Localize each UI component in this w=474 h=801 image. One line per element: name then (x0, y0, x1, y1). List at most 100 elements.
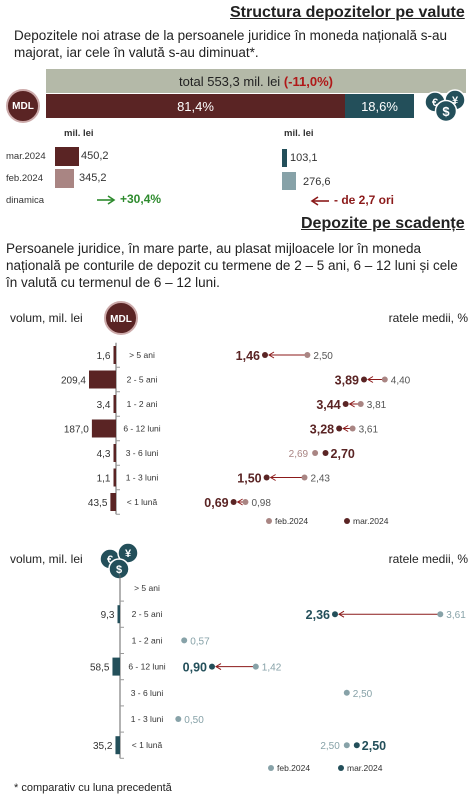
volume-label-value: 4,3 (97, 449, 111, 460)
rate-change-arrow (342, 425, 349, 432)
rate-feb-point (175, 716, 182, 722)
category-label: 2 - 5 ani (127, 375, 158, 385)
volume-label-value: 209,4 (61, 376, 86, 387)
rate-feb-point (252, 663, 259, 670)
rate-change-arrow (215, 663, 222, 671)
mdl-share-label: 81,4% (177, 98, 214, 114)
rate-feb-point (181, 637, 188, 644)
rate-mar-point (263, 474, 270, 481)
category-label: > 5 ani (134, 583, 160, 593)
mdl-bar-feb (55, 169, 74, 188)
rate-feb-label: 0,57 (190, 636, 210, 647)
category-label: 2 - 5 ani (132, 609, 163, 619)
maturity-title: Depozite pe scadențe (301, 215, 465, 232)
volume-bar (113, 346, 116, 364)
category-label: 6 - 12 luni (123, 424, 160, 434)
rate-feb-point (304, 352, 311, 358)
rate-mar-label: 0,69 (204, 496, 228, 510)
mdl-badge-text: MDL (110, 314, 132, 325)
svg-text:¥: ¥ (452, 95, 459, 107)
rate-mar-point (361, 376, 367, 383)
rate-change-arrow (269, 474, 276, 481)
category-label: 6 - 12 luni (128, 662, 165, 672)
rate-feb-point (242, 499, 249, 505)
category-label: 3 - 6 luni (131, 688, 164, 698)
total-bar (46, 69, 466, 93)
currency-coins-icon: € ¥$ (99, 542, 139, 580)
rate-label: ratele medii, % (389, 311, 469, 325)
rate-feb-point (343, 742, 350, 749)
volume-bar (113, 444, 116, 462)
dynamics-label: dinamica (6, 195, 45, 206)
rate-mar-label: 2,70 (331, 447, 355, 461)
mdl-badge-icon: MDL (104, 301, 138, 335)
category-label: 1 - 2 ani (127, 399, 158, 409)
volume-bar (112, 657, 120, 676)
currency-symbol: € (107, 554, 113, 566)
mdl-value-feb: 345,2 (79, 172, 107, 184)
rate-mar-label: 3,28 (310, 423, 334, 437)
legend-mar-marker (338, 765, 344, 771)
category-label: 1 - 3 luni (131, 714, 164, 724)
volume-label-value: 35,2 (93, 741, 113, 752)
rate-mar-point (332, 611, 338, 618)
volume-bar (113, 468, 116, 487)
fx-value-feb: 276,6 (303, 176, 331, 188)
rate-mar-label: 0,90 (183, 661, 207, 675)
rate-mar-point (209, 663, 215, 670)
footnote: * comparativ cu luna precedentă (14, 782, 172, 794)
rate-mar-label: 1,46 (236, 349, 260, 363)
fx-share-bar: 18,6% (345, 94, 414, 118)
category-label: < 1 lună (132, 740, 163, 750)
mdl-value-mar: 450,2 (81, 150, 109, 162)
rate-feb-point (357, 401, 364, 407)
rate-feb-point (301, 474, 308, 481)
rate-change-arrow (367, 376, 374, 383)
rate-feb-label: 2,50 (353, 689, 373, 700)
rate-feb-label: 3,61 (446, 610, 466, 621)
rate-feb-label: 0,98 (251, 498, 271, 509)
rate-mar-point (353, 742, 360, 749)
mdl-badge-icon: MDL (6, 89, 40, 123)
rate-feb-point (437, 611, 444, 618)
category-label: 1 - 2 ani (132, 635, 163, 645)
rate-change-arrow (268, 351, 275, 359)
svg-text:$: $ (442, 104, 450, 119)
volume-label-value: 3,4 (97, 400, 111, 411)
volume-label-value: 9,3 (101, 610, 115, 621)
volume-bar (110, 493, 116, 511)
volume-label-value: 1,6 (97, 351, 111, 362)
category-label: < 1 lună (127, 497, 158, 507)
legend-mar-label: mar.2024 (347, 763, 383, 773)
total-change: (-11,0%) (283, 73, 333, 89)
rate-feb-label: 4,40 (391, 376, 411, 387)
mdl-badge-text: MDL (12, 100, 34, 112)
rate-mar-point (262, 352, 268, 358)
rate-feb-label: 1,42 (262, 663, 282, 674)
rate-change-arrow (236, 498, 243, 506)
page-title: Structura depozitelor pe valute (230, 4, 465, 21)
rate-feb-label: 2,43 (311, 474, 331, 485)
rate-feb-point (349, 425, 356, 432)
unit-left: mil. lei (64, 128, 94, 139)
fx-dynamics: - de 2,7 ori (334, 193, 395, 207)
currency-coins-icon: € ¥ $ (424, 89, 468, 123)
total-bar-label: total 553,3 mil. lei (-11,0%) (46, 69, 466, 93)
category-label: > 5 ani (129, 350, 155, 360)
rate-feb-label: 2,50 (320, 741, 340, 752)
total-value: total 553,3 mil. lei (179, 73, 281, 89)
fx-bar-mar (282, 149, 287, 167)
mdl-share-bar: 81,4% (46, 94, 345, 118)
rate-mar-label: 1,50 (237, 472, 261, 486)
rate-feb-label: 0,50 (184, 715, 204, 726)
row-label-feb: feb.2024 (6, 173, 43, 184)
legend-feb-marker (266, 518, 272, 524)
rate-feb-point (312, 450, 319, 456)
rate-change-arrow (348, 400, 355, 408)
volume-bar (115, 736, 120, 755)
rate-mar-point (336, 425, 343, 432)
unit-right: mil. lei (284, 128, 314, 139)
mdl-bar-mar (55, 147, 79, 166)
legend-feb-label: feb.2024 (277, 763, 310, 773)
currency-symbol: $ (116, 564, 122, 576)
